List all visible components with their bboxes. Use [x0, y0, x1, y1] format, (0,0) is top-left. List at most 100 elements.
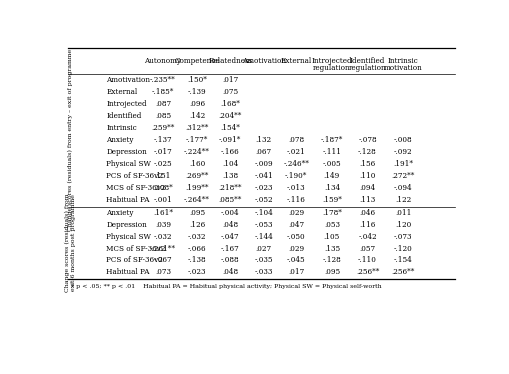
Text: .142: .142 [188, 112, 205, 120]
Text: .199**: .199** [185, 184, 208, 192]
Text: Amotivation: Amotivation [106, 76, 150, 84]
Text: .073: .073 [155, 269, 171, 276]
Text: -.041: -.041 [254, 172, 272, 180]
Text: -.185*: -.185* [152, 88, 174, 96]
Text: -.078: -.078 [357, 136, 376, 144]
Text: .053: .053 [323, 221, 339, 229]
Text: -.092: -.092 [393, 148, 412, 156]
Text: .096: .096 [189, 100, 205, 108]
Text: .161*: .161* [153, 209, 173, 217]
Text: -.091*: -.091* [219, 136, 241, 144]
Text: .085**: .085** [218, 196, 242, 204]
Text: Depression: Depression [106, 148, 147, 156]
Text: -.224**: -.224** [184, 148, 210, 156]
Text: .154*: .154* [220, 124, 240, 132]
Text: -.246**: -.246** [283, 160, 308, 168]
Text: Anxiety: Anxiety [106, 209, 134, 217]
Text: .178*: .178* [321, 209, 341, 217]
Text: .017: .017 [222, 76, 238, 84]
Text: .029: .029 [288, 245, 304, 252]
Text: .057: .057 [359, 245, 375, 252]
Text: -.139: -.139 [187, 88, 206, 96]
Text: .156: .156 [359, 160, 375, 168]
Text: Autonomy: Autonomy [144, 57, 181, 65]
Text: -.073: -.073 [393, 233, 412, 240]
Text: .126: .126 [188, 221, 205, 229]
Text: -.009: -.009 [254, 160, 272, 168]
Text: -.033: -.033 [254, 269, 272, 276]
Text: -.045: -.045 [287, 257, 305, 264]
Text: -.004: -.004 [220, 209, 239, 217]
Text: -.042: -.042 [357, 233, 376, 240]
Text: -.144: -.144 [254, 233, 272, 240]
Text: -.111: -.111 [322, 148, 341, 156]
Text: Competence: Competence [174, 57, 219, 65]
Text: -.104: -.104 [254, 209, 272, 217]
Text: -.025: -.025 [153, 160, 172, 168]
Text: -.066: -.066 [187, 245, 206, 252]
Text: .149: .149 [323, 172, 340, 180]
Text: .269**: .269** [185, 172, 208, 180]
Text: Introjected: Introjected [311, 57, 352, 65]
Text: -.261**: -.261** [150, 245, 176, 252]
Text: .067: .067 [255, 148, 271, 156]
Text: .104: .104 [222, 160, 238, 168]
Text: Physical SW: Physical SW [106, 233, 151, 240]
Text: -.088: -.088 [220, 257, 239, 264]
Text: .159*: .159* [321, 196, 341, 204]
Text: -.032: -.032 [153, 233, 172, 240]
Text: -.053: -.053 [254, 221, 272, 229]
Text: .087: .087 [155, 100, 171, 108]
Text: -.128: -.128 [322, 257, 341, 264]
Text: .095: .095 [189, 209, 205, 217]
Text: External: External [106, 88, 137, 96]
Text: -.023: -.023 [187, 269, 206, 276]
Text: -.067: -.067 [153, 257, 172, 264]
Text: .046: .046 [359, 209, 375, 217]
Text: -.120: -.120 [393, 245, 412, 252]
Text: .204**: .204** [218, 112, 242, 120]
Text: .208*: .208* [153, 184, 173, 192]
Text: -.021: -.021 [286, 148, 305, 156]
Text: regulation: regulation [313, 64, 350, 72]
Text: regulation: regulation [348, 64, 386, 72]
Text: Change scores (residuals) from
exit-6 months post programme: Change scores (residuals) from exit-6 mo… [65, 193, 76, 292]
Text: -.050: -.050 [287, 233, 305, 240]
Text: -.035: -.035 [254, 257, 272, 264]
Text: -.187*: -.187* [320, 136, 343, 144]
Text: Identified: Identified [349, 57, 384, 65]
Text: .105: .105 [323, 233, 340, 240]
Text: Relatedness: Relatedness [208, 57, 252, 65]
Text: Depression: Depression [106, 221, 147, 229]
Text: .120: .120 [394, 221, 411, 229]
Text: -.005: -.005 [322, 160, 341, 168]
Text: PCS of SF-36v2: PCS of SF-36v2 [106, 172, 163, 180]
Text: Identified: Identified [106, 112, 142, 120]
Text: .122: .122 [394, 196, 411, 204]
Text: -.094: -.094 [393, 184, 412, 192]
Text: .168*: .168* [220, 100, 240, 108]
Text: -.138: -.138 [187, 257, 206, 264]
Text: -.235**: -.235** [150, 76, 176, 84]
Text: Anxiety: Anxiety [106, 136, 134, 144]
Text: -.023: -.023 [254, 184, 272, 192]
Text: .160: .160 [188, 160, 205, 168]
Text: .039: .039 [155, 221, 171, 229]
Text: .134: .134 [323, 184, 340, 192]
Text: Physical SW: Physical SW [106, 160, 151, 168]
Text: -.190*: -.190* [285, 172, 307, 180]
Text: .047: .047 [288, 221, 304, 229]
Text: .151: .151 [154, 172, 171, 180]
Text: .085: .085 [155, 112, 171, 120]
Text: Habitual PA: Habitual PA [106, 269, 150, 276]
Text: .312**: .312** [185, 124, 208, 132]
Text: -.128: -.128 [357, 148, 376, 156]
Text: .256**: .256** [355, 269, 379, 276]
Text: MCS of SF-36v2: MCS of SF-36v2 [106, 184, 165, 192]
Text: .259**: .259** [151, 124, 174, 132]
Text: .075: .075 [222, 88, 238, 96]
Text: Amotivation: Amotivation [241, 57, 285, 65]
Text: .132: .132 [255, 136, 271, 144]
Text: -.110: -.110 [357, 257, 376, 264]
Text: .116: .116 [359, 221, 375, 229]
